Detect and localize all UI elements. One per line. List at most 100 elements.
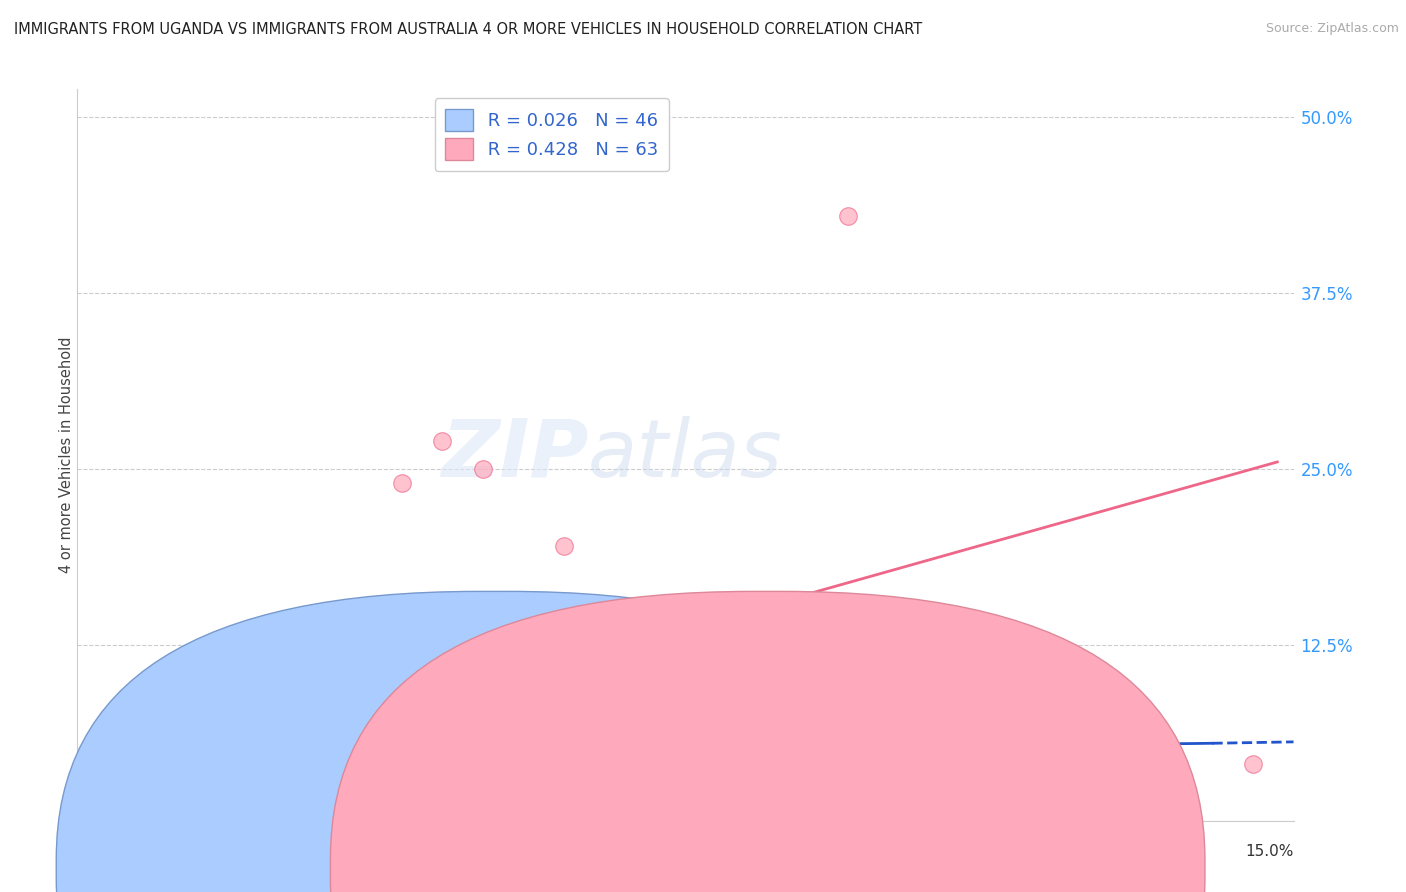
Point [1121,743,1143,757]
Point [83,764,105,779]
Point [212,708,235,723]
Point [84,785,107,799]
Point [91,792,114,806]
Point [877,624,900,638]
Point [675,764,697,779]
Point [73,797,96,811]
Point [91,802,114,816]
Point [309,673,332,687]
Point [94,779,117,793]
Point [97,799,120,814]
Point [163,729,186,743]
Point [107,729,129,743]
Y-axis label: 4 or more Vehicles in Household: 4 or more Vehicles in Household [59,336,73,574]
Point [260,680,283,694]
Point [593,624,616,638]
Point [86,789,108,803]
Point [76,802,98,816]
Point [1039,757,1062,772]
Point [148,708,170,723]
Point [111,708,134,723]
Point [90,797,112,811]
Point [432,434,454,448]
Point [108,764,131,779]
Point [76,789,98,803]
Point [292,680,315,694]
Point [714,624,737,638]
Point [122,715,145,730]
Point [163,708,186,723]
Point [135,764,157,779]
Point [79,792,101,806]
Point [172,743,194,757]
Point [432,673,454,687]
Point [143,743,166,757]
Point [127,750,149,764]
Point [100,764,122,779]
Point [103,736,125,750]
Point [415,665,437,680]
Point [100,769,122,783]
Point [837,209,859,223]
Point [957,799,980,814]
Point [118,750,141,764]
Point [84,799,107,814]
Point [292,680,315,694]
Point [115,757,138,772]
Point [131,757,153,772]
Point [115,723,138,737]
Point [998,785,1021,799]
Text: atlas: atlas [588,416,783,494]
Point [89,806,111,821]
Point [105,772,128,786]
Text: ZIP: ZIP [440,416,588,494]
Point [188,694,211,708]
Point [471,665,494,680]
Point [107,750,129,764]
Point [80,809,103,823]
Point [148,750,170,764]
Point [98,757,121,772]
Text: 15.0%: 15.0% [1246,845,1294,859]
Point [70,806,93,821]
Point [195,715,218,730]
Point [131,743,153,757]
Point [86,764,108,779]
Point [1241,757,1264,772]
Text: Source: ZipAtlas.com: Source: ZipAtlas.com [1265,22,1399,36]
Point [245,680,267,694]
Text: IMMIGRANTS FROM UGANDA VS IMMIGRANTS FROM AUSTRALIA 4 OR MORE VEHICLES IN HOUSEH: IMMIGRANTS FROM UGANDA VS IMMIGRANTS FRO… [14,22,922,37]
Point [553,539,575,553]
Point [188,736,211,750]
Point [471,462,494,476]
Point [139,743,162,757]
Point [326,687,349,701]
Point [228,708,250,723]
Point [204,715,226,730]
Point [155,715,177,730]
Point [90,772,112,786]
Point [512,638,534,652]
Point [72,779,94,793]
Point [98,750,121,764]
Point [83,779,105,793]
Point [496,659,519,673]
Point [135,729,157,743]
Point [139,772,162,786]
Point [228,701,250,715]
Point [111,743,134,757]
Text: Immigrants from Australia: Immigrants from Australia [787,860,988,874]
Text: Immigrants from Uganda: Immigrants from Uganda [513,860,706,874]
Point [172,701,194,715]
Point [1080,764,1102,779]
Point [118,772,141,786]
Point [79,772,101,786]
Point [180,723,202,737]
Point [70,792,93,806]
Point [75,779,97,793]
Point [714,785,737,799]
Point [75,802,97,816]
Point [204,736,226,750]
Point [391,476,413,491]
Point [103,785,125,799]
